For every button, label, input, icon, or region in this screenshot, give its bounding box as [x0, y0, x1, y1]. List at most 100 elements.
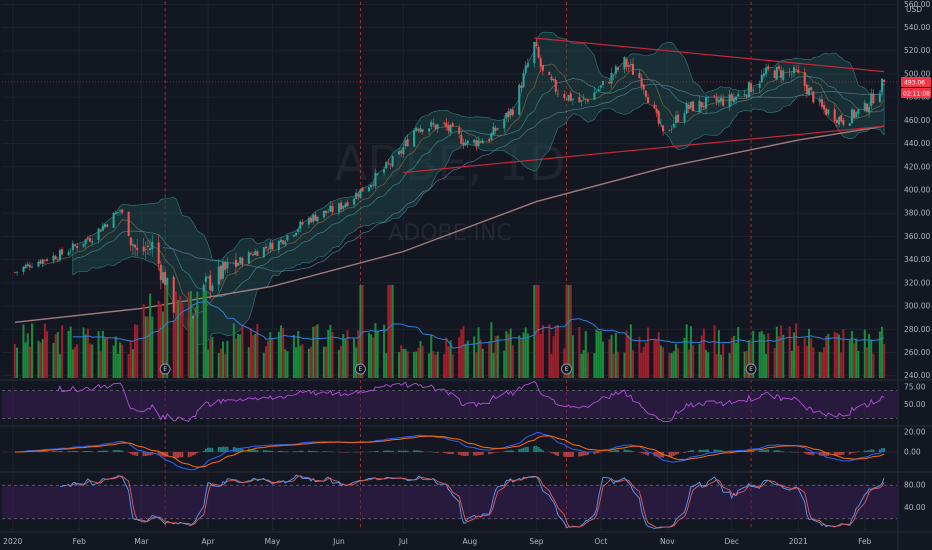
support-trendline — [403, 125, 885, 174]
volume-bar — [842, 329, 845, 378]
candle — [234, 252, 237, 276]
volume-bar — [322, 346, 325, 378]
rsi-pane[interactable] — [2, 380, 897, 423]
candle — [436, 123, 439, 133]
candle-body — [868, 106, 871, 113]
candle — [116, 211, 119, 217]
candle — [121, 208, 124, 215]
volume-bar — [97, 331, 100, 378]
macd-histogram-bar — [533, 445, 536, 452]
candle-body — [310, 217, 313, 223]
candle-body — [86, 238, 89, 240]
candle-body — [415, 127, 418, 132]
volume-bar — [385, 353, 388, 378]
candle — [222, 259, 225, 282]
candle — [462, 138, 465, 150]
volume-bar — [677, 348, 680, 378]
candle — [172, 274, 175, 319]
volume-bar — [524, 327, 527, 378]
candle-body — [222, 262, 225, 279]
macd-histogram-bar — [329, 451, 332, 452]
earnings-marker[interactable]: E — [354, 363, 366, 375]
candle-body — [149, 248, 152, 251]
candle — [54, 254, 57, 260]
candle-body — [159, 264, 162, 281]
earnings-marker[interactable]: E — [159, 363, 171, 375]
macd-histogram-bar — [391, 450, 394, 452]
candle — [385, 161, 388, 170]
candle-body — [76, 246, 79, 248]
volume-pane[interactable] — [13, 285, 886, 378]
macd-histogram-bar — [241, 448, 244, 452]
candle — [550, 74, 553, 82]
candle — [539, 55, 542, 73]
volume-bar — [84, 334, 87, 378]
macd-histogram-bar — [88, 451, 92, 452]
volume-bar — [750, 343, 753, 378]
candle — [129, 237, 132, 252]
macd-pane[interactable] — [2, 431, 897, 471]
candle — [127, 211, 130, 237]
candle — [134, 243, 137, 257]
candle — [541, 64, 544, 76]
volume-bar — [340, 345, 343, 378]
candle-body — [344, 203, 347, 208]
volume-bar — [655, 340, 658, 378]
price-pane[interactable] — [2, 31, 897, 345]
candle-body — [541, 65, 544, 71]
stochastic-d-line — [68, 475, 885, 529]
volume-bar — [61, 325, 64, 378]
candle-body — [593, 92, 596, 100]
volume-bar — [41, 339, 44, 378]
macd-histogram-bar — [159, 452, 162, 457]
candle-body — [400, 150, 403, 154]
stochastic-pane[interactable] — [2, 474, 897, 529]
candle-body — [271, 242, 274, 250]
volume-bar — [359, 285, 362, 378]
macd-histogram-bar — [191, 452, 195, 456]
macd-histogram-bar — [479, 452, 482, 455]
candle-body — [58, 250, 61, 260]
time-axis[interactable]: 2020 Feb Mar Apr May Jun Jul Aug Sep Oct Nov Dec 202… — [3, 537, 871, 546]
candle — [762, 68, 765, 79]
macd-histogram-bar — [189, 452, 192, 457]
candle-body — [269, 242, 272, 250]
volume-bar — [447, 346, 450, 378]
volume-bar — [56, 331, 59, 378]
macd-histogram-bar — [322, 451, 325, 452]
volume-bar — [217, 353, 220, 378]
candle — [41, 258, 44, 267]
earnings-marker[interactable]: E — [561, 363, 572, 375]
candle-body — [509, 109, 512, 116]
time-tick-label: Apr — [202, 537, 216, 546]
macd-histogram-bar — [149, 452, 152, 456]
volume-bar — [614, 333, 617, 378]
volume-bar — [222, 341, 225, 378]
candle-body — [825, 108, 828, 116]
macd-histogram-bar — [481, 452, 484, 455]
macd-histogram-bar — [211, 447, 214, 452]
candle-body — [406, 139, 409, 147]
macd-histogram-bar — [462, 452, 465, 456]
candle-body — [22, 266, 25, 273]
volume-bar — [207, 349, 210, 378]
macd-histogram-bar — [443, 452, 446, 454]
volume-bar — [316, 324, 319, 378]
candle — [269, 240, 272, 253]
volume-bar — [209, 338, 212, 378]
macd-histogram-bar — [307, 450, 310, 452]
macd-histogram-bar — [116, 450, 119, 452]
candle-body — [511, 109, 514, 115]
candle-body — [357, 194, 360, 197]
candle — [511, 106, 514, 117]
candle — [586, 98, 589, 104]
candle-body — [674, 115, 677, 124]
candle — [389, 162, 392, 170]
earnings-marker[interactable]: E — [745, 363, 757, 375]
candle — [404, 136, 407, 150]
time-tick-label: Nov — [660, 537, 675, 546]
macd-histogram-bar — [398, 450, 401, 452]
